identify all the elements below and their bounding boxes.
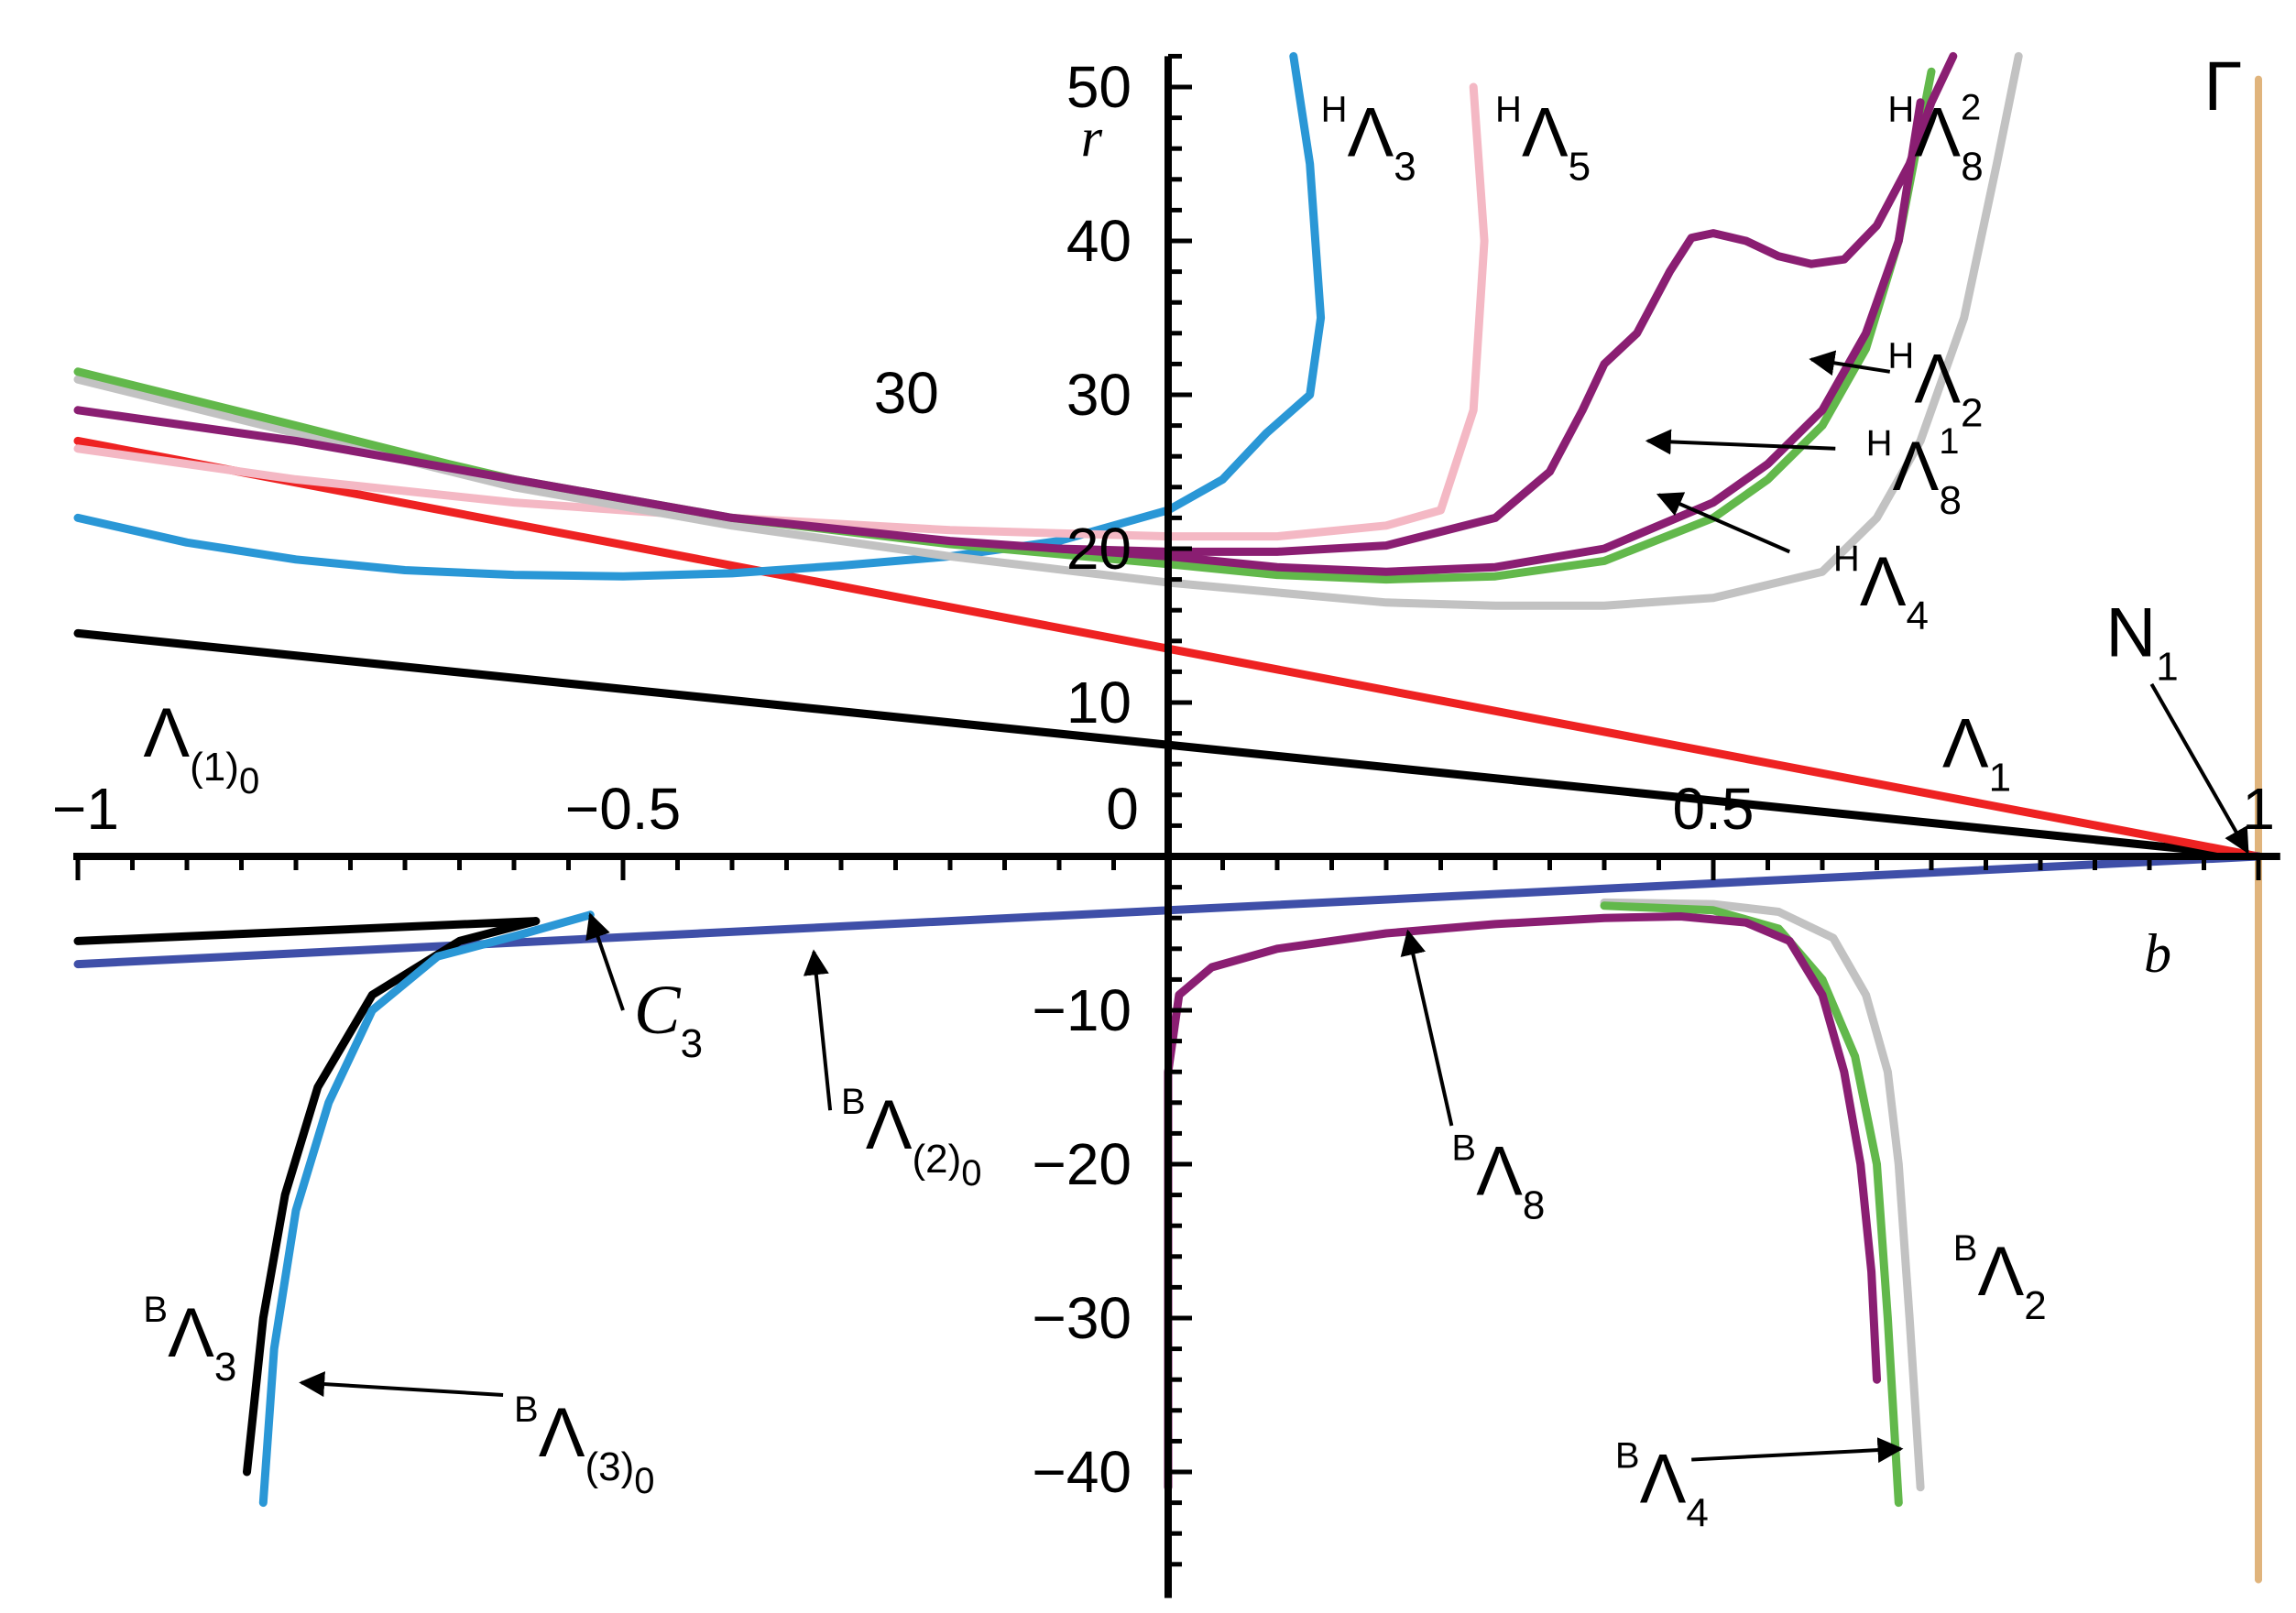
x-tick-label: −1 <box>52 776 119 842</box>
series-purple-8 <box>73 98 1925 576</box>
series-purple-9 <box>1055 51 1958 556</box>
curve-label: Λ(1)0 <box>143 694 259 801</box>
y-tick-label: −20 <box>1032 1131 1132 1197</box>
annotation-arrow <box>1656 492 1791 554</box>
x-axis-label: b <box>2144 923 2171 984</box>
annotation-arrow <box>299 1371 504 1398</box>
x-tick-label: 1 <box>2242 776 2275 842</box>
annotation-arrow <box>1691 1437 1904 1464</box>
series-gray-13 <box>1600 898 1925 1492</box>
curve-label: BΛ(2)0 <box>841 1082 981 1193</box>
curve-label: HΛ5 <box>1495 90 1591 190</box>
series-purple-15 <box>1164 912 1881 1492</box>
y-axis-label: r <box>1081 108 1103 169</box>
y-tick-label: 30 <box>1066 362 1132 428</box>
annotation-arrow <box>585 912 625 1011</box>
curve-label: HΛ1 8 <box>1866 421 1962 523</box>
curve-label: HΛ2 <box>1887 335 1983 435</box>
y-tick-label: −40 <box>1032 1439 1132 1505</box>
annotation-arrow <box>803 949 833 1111</box>
x-tick-label: 0 <box>1106 776 1139 842</box>
series-black-11 <box>243 917 541 1477</box>
y-tick-label: −30 <box>1032 1285 1132 1351</box>
series-green-14 <box>1600 901 1903 1508</box>
annotation-arrow <box>2149 682 2249 855</box>
curves <box>73 51 2263 1508</box>
curve-label: HΛ2 8 <box>1887 88 1983 190</box>
y-tick-label: 10 <box>1066 670 1132 736</box>
annotation-arrow <box>1809 350 1891 376</box>
ticks: −1 −0.5 0 0.5 1 −40 −30 −20 −10 10 20 30 40 50 <box>52 53 2275 1567</box>
curve-label: Λ1 <box>1942 705 2011 801</box>
series-green-7 <box>73 67 1936 584</box>
annotation-arrow <box>1645 429 1836 455</box>
curve-label: HΛ3 <box>1321 90 1416 190</box>
curve-label: N1 <box>2105 594 2178 690</box>
curve-label: BΛ3 <box>143 1290 236 1390</box>
x-tick-label: −0.5 <box>565 776 681 842</box>
y-tick-label: 40 <box>1066 208 1132 274</box>
curve-label: BΛ8 <box>1451 1128 1545 1228</box>
series-black-10 <box>73 917 541 945</box>
curve-label: BΛ4 <box>1615 1436 1709 1536</box>
curve-label: HΛ4 <box>1833 539 1929 638</box>
series-pink-5 <box>73 82 1489 541</box>
series-blue-12 <box>258 910 595 1508</box>
annotation-arrow <box>1400 929 1454 1127</box>
curve-label: 30 <box>874 360 939 426</box>
y-tick-label: 20 <box>1066 516 1132 582</box>
curve-label: BΛ2 <box>1953 1228 2047 1328</box>
series-gray-6 <box>73 51 2023 610</box>
x-tick-label: 0.5 <box>1673 776 1755 842</box>
y-tick-label: −10 <box>1032 977 1132 1043</box>
curve-label: C3 <box>634 972 703 1066</box>
y-tick-label: 50 <box>1066 54 1132 120</box>
series-blue-4 <box>73 51 1326 581</box>
curve-label: BΛ(3)0 <box>514 1390 654 1501</box>
curve-label: Γ <box>2204 48 2243 125</box>
arrows <box>299 350 2249 1464</box>
